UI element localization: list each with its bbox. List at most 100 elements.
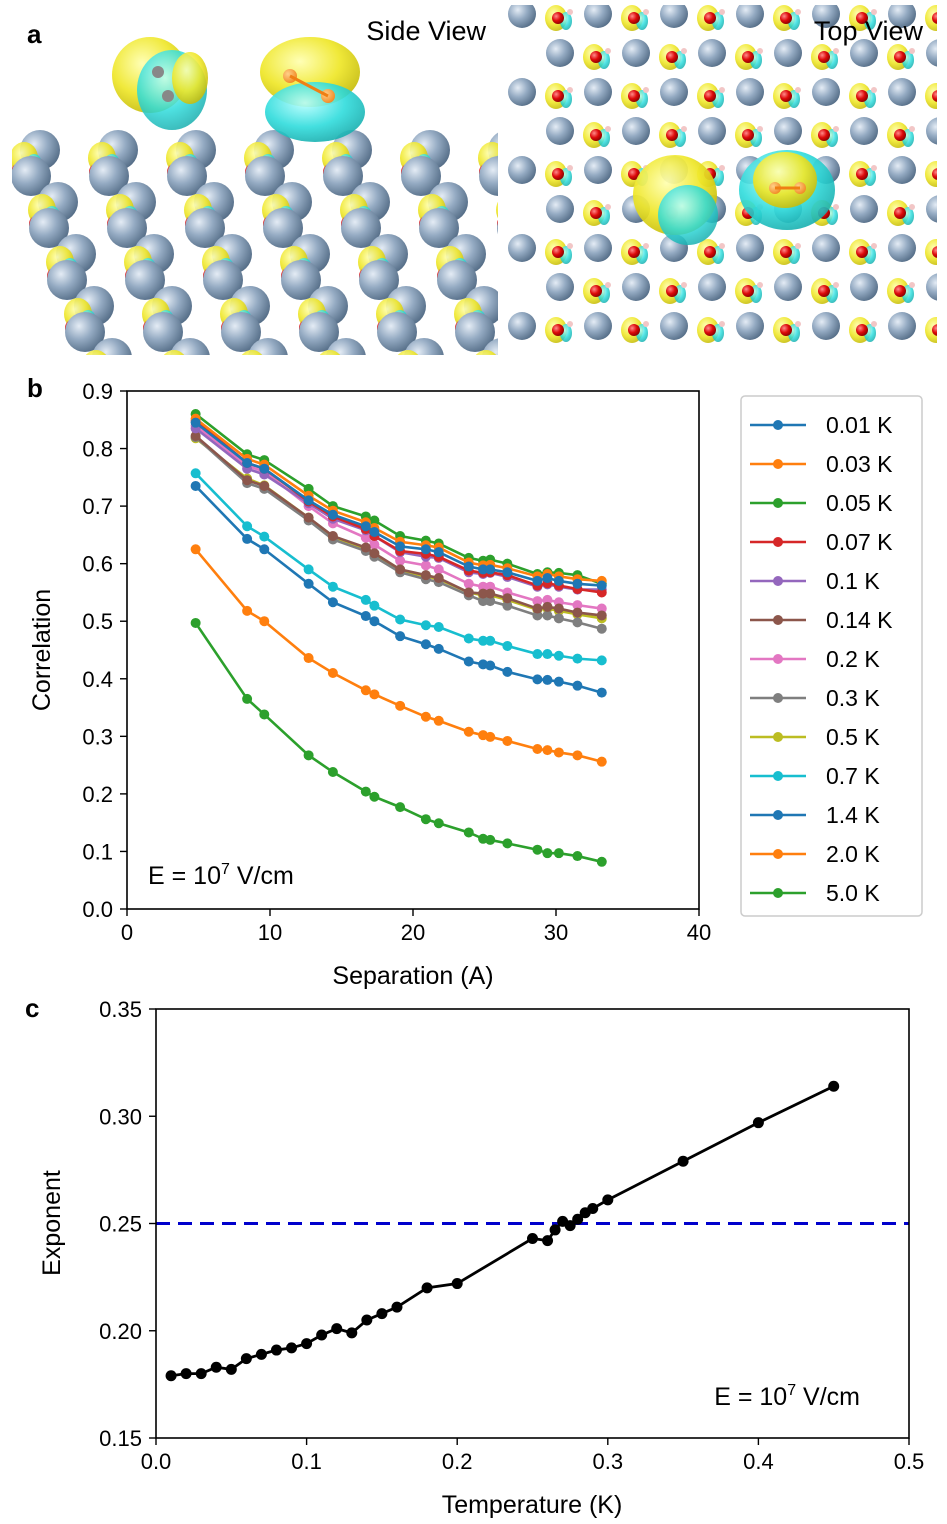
legend-label: 0.2 K <box>826 646 880 672</box>
atom-hydrogen <box>909 282 915 288</box>
atom-hydrogen <box>795 87 801 93</box>
atom-oxygen <box>590 129 602 141</box>
atom-metal <box>888 312 916 340</box>
series-2_0-K <box>190 544 607 767</box>
atom-metal <box>736 78 764 106</box>
x-tick-label: 0.5 <box>894 1449 925 1474</box>
data-point <box>532 674 543 685</box>
atom-hydrogen <box>643 87 649 93</box>
data-point <box>572 653 583 664</box>
data-point <box>553 603 564 614</box>
data-point <box>485 660 496 671</box>
data-point <box>485 731 496 742</box>
atom-oxygen <box>704 246 716 258</box>
data-point <box>542 594 553 605</box>
legend-item: 0.01 K <box>750 412 893 438</box>
data-point <box>259 480 270 491</box>
y-tick-label: 0.4 <box>82 667 113 692</box>
data-point <box>190 480 201 491</box>
atom-metal <box>888 5 916 28</box>
atom-oxygen <box>932 246 937 258</box>
legend-marker <box>773 654 783 664</box>
data-point <box>553 676 564 687</box>
data-point <box>420 639 431 650</box>
y-tick-label: 0.8 <box>82 437 113 462</box>
data-point <box>433 643 444 654</box>
isosurface-lobe <box>397 350 419 355</box>
data-point <box>602 1194 614 1206</box>
atom-oxygen <box>628 12 640 24</box>
atom-oxygen <box>780 12 792 24</box>
data-point <box>327 668 338 679</box>
data-point <box>369 539 380 550</box>
data-point <box>542 573 553 584</box>
atom-hydrogen <box>681 282 687 288</box>
atom-metal <box>508 5 536 28</box>
data-point <box>532 603 543 614</box>
x-tick-label: 40 <box>687 920 711 945</box>
legend-label: 1.4 K <box>826 802 880 828</box>
x-tick-label: 20 <box>401 920 425 945</box>
data-point <box>502 735 513 746</box>
legend-item: 0.14 K <box>750 607 893 633</box>
atom-oxygen <box>780 90 792 102</box>
data-point <box>433 564 444 575</box>
atom-hydrogen <box>757 282 763 288</box>
atom-oxygen <box>894 207 906 219</box>
legend-label: 0.5 K <box>826 724 880 750</box>
atom-metal <box>622 39 650 67</box>
data-point <box>361 1314 373 1326</box>
atom-metal <box>508 78 536 106</box>
data-point <box>572 607 583 618</box>
data-point <box>478 581 489 592</box>
data-point <box>180 1368 192 1380</box>
data-point <box>828 1080 840 1092</box>
atom-metal <box>926 273 937 301</box>
atom-metal <box>774 39 802 67</box>
atom-hydrogen <box>567 87 573 93</box>
data-point <box>395 802 406 813</box>
top-view-image <box>500 5 937 355</box>
data-point <box>542 745 553 756</box>
legend-item: 2.0 K <box>750 841 880 867</box>
atom-hydrogen <box>567 243 573 249</box>
atom-oxygen <box>628 168 640 180</box>
legend-label: 0.7 K <box>826 763 880 789</box>
data-point <box>485 588 496 599</box>
data-point <box>421 1282 433 1294</box>
data-point <box>572 1213 584 1225</box>
atom-metal <box>926 117 937 145</box>
atom-oxygen <box>856 246 868 258</box>
data-point <box>327 509 338 520</box>
atom-metal <box>698 273 726 301</box>
atom-oxygen <box>628 246 640 258</box>
data-point <box>596 655 607 666</box>
atom-metal <box>774 273 802 301</box>
isosurface-lobe <box>925 83 937 109</box>
data-point <box>259 463 270 474</box>
atom-metal <box>281 260 321 300</box>
data-point <box>502 567 513 578</box>
panel-a-structure-images: a Side View Top View <box>12 5 937 355</box>
data-point <box>532 844 543 855</box>
y-tick-label: 0.35 <box>99 997 142 1022</box>
data-point <box>242 457 253 468</box>
y-tick-label: 0.25 <box>99 1212 142 1237</box>
legend-label: 0.05 K <box>826 490 893 516</box>
data-point <box>502 593 513 604</box>
atom-metal <box>245 156 285 196</box>
x-tick-label: 0.1 <box>291 1449 322 1474</box>
data-point <box>369 515 380 526</box>
data-point <box>259 544 270 555</box>
legend-marker <box>773 732 783 742</box>
data-point <box>532 610 543 621</box>
data-point <box>542 848 553 859</box>
series-exponent <box>165 1080 840 1382</box>
y-tick-label: 0.6 <box>82 552 113 577</box>
atom-metal <box>185 208 225 248</box>
legend-item: 0.05 K <box>750 490 893 516</box>
x-tick-label: 0.4 <box>743 1449 774 1474</box>
x-tick-label: 0.3 <box>593 1449 624 1474</box>
data-point <box>395 631 406 642</box>
data-point <box>420 814 431 825</box>
